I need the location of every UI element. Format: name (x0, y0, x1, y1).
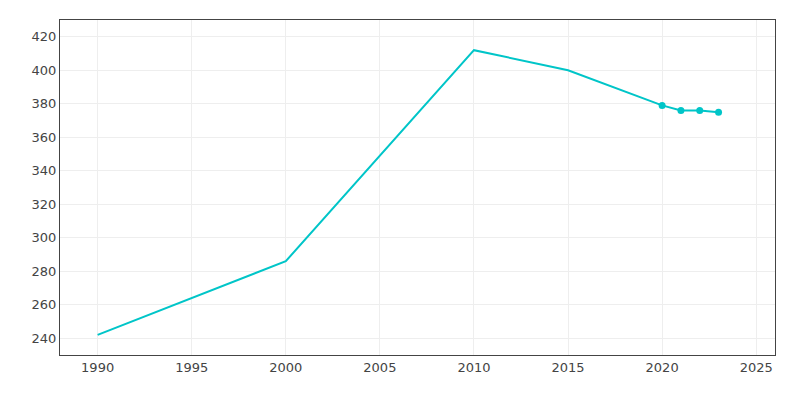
svg-text:2000: 2000 (269, 360, 302, 375)
svg-text:260: 260 (32, 297, 57, 312)
svg-text:420: 420 (32, 29, 57, 44)
svg-text:2015: 2015 (551, 360, 584, 375)
svg-text:1995: 1995 (175, 360, 208, 375)
svg-text:300: 300 (32, 230, 57, 245)
svg-text:380: 380 (32, 96, 57, 111)
svg-text:1990: 1990 (81, 360, 114, 375)
svg-text:2010: 2010 (457, 360, 490, 375)
svg-text:2020: 2020 (646, 360, 679, 375)
svg-text:2005: 2005 (363, 360, 396, 375)
svg-text:280: 280 (32, 264, 57, 279)
svg-text:360: 360 (32, 130, 57, 145)
svg-text:240: 240 (32, 331, 57, 346)
svg-text:340: 340 (32, 163, 57, 178)
svg-text:320: 320 (32, 197, 57, 212)
svg-text:2025: 2025 (740, 360, 773, 375)
svg-text:400: 400 (32, 63, 57, 78)
